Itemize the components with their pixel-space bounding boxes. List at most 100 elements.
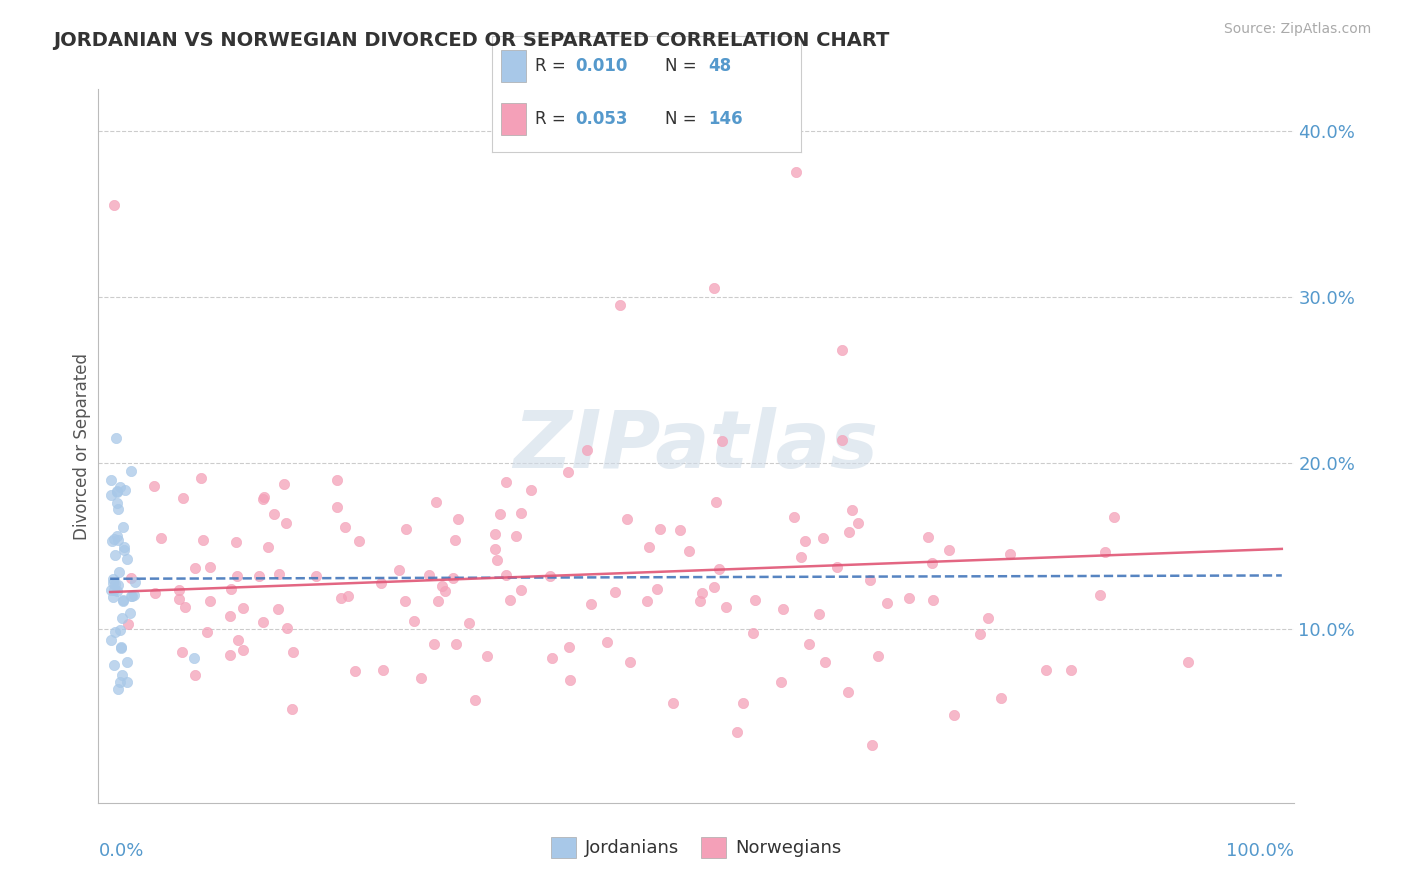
Point <box>111 668 134 682</box>
Point <box>423 637 446 651</box>
Point <box>785 165 807 179</box>
Point <box>714 600 737 615</box>
Point <box>495 475 517 489</box>
Point <box>112 520 135 534</box>
Point <box>477 649 499 664</box>
Point <box>1088 588 1111 602</box>
Point <box>183 651 205 665</box>
Point <box>326 473 349 487</box>
Point <box>252 615 274 630</box>
Point <box>921 592 943 607</box>
Point <box>200 594 222 608</box>
Point <box>1102 509 1125 524</box>
Point <box>447 512 470 526</box>
Point <box>120 571 142 585</box>
Point <box>105 484 128 499</box>
Point <box>661 696 683 710</box>
Point <box>226 632 249 647</box>
Point <box>495 568 517 582</box>
Point <box>898 591 921 606</box>
Point <box>100 632 122 647</box>
Point <box>103 658 125 673</box>
Point <box>343 664 366 678</box>
Point <box>1035 663 1057 677</box>
Point <box>103 533 125 547</box>
Point <box>115 675 138 690</box>
Point <box>489 507 512 521</box>
Point <box>120 589 142 603</box>
Text: 48: 48 <box>709 57 731 75</box>
Point <box>538 569 561 583</box>
Point <box>103 576 125 591</box>
Point <box>430 579 453 593</box>
Point <box>105 584 128 599</box>
Point <box>105 496 128 510</box>
Point <box>510 582 533 597</box>
Point <box>326 500 349 515</box>
Point <box>636 594 658 608</box>
Text: R =: R = <box>536 111 571 128</box>
Point <box>247 568 270 582</box>
Text: 0.0%: 0.0% <box>98 842 143 860</box>
Point <box>558 673 581 687</box>
Point <box>252 491 274 506</box>
Point <box>388 564 411 578</box>
Point <box>276 621 298 635</box>
Text: N =: N = <box>665 111 702 128</box>
Point <box>120 464 142 478</box>
Point <box>418 568 440 582</box>
Point <box>725 724 748 739</box>
Point <box>619 656 641 670</box>
Point <box>770 674 793 689</box>
Point <box>797 637 820 651</box>
Point <box>510 506 533 520</box>
Point <box>813 531 835 545</box>
Point <box>668 523 690 537</box>
Point <box>219 582 242 596</box>
Point <box>107 533 129 547</box>
Point <box>707 562 730 576</box>
Point <box>744 592 766 607</box>
Point <box>616 512 638 526</box>
Point <box>281 702 304 716</box>
Point <box>190 471 212 485</box>
Point <box>225 535 247 549</box>
Point <box>425 494 447 508</box>
Point <box>108 566 131 580</box>
Text: JORDANIAN VS NORWEGIAN DIVORCED OR SEPARATED CORRELATION CHART: JORDANIAN VS NORWEGIAN DIVORCED OR SEPAR… <box>53 31 890 50</box>
Point <box>678 544 700 558</box>
Point <box>167 592 190 607</box>
Point <box>557 465 579 479</box>
Point <box>409 671 432 685</box>
Point <box>703 281 725 295</box>
Point <box>101 590 124 604</box>
Point <box>111 611 134 625</box>
Point <box>689 593 711 607</box>
Text: ZIPatlas: ZIPatlas <box>513 407 879 485</box>
Point <box>100 488 122 502</box>
Point <box>107 577 129 591</box>
Point <box>105 431 128 445</box>
Legend: Jordanians, Norwegians: Jordanians, Norwegians <box>543 830 849 865</box>
Point <box>605 585 627 599</box>
Point <box>938 542 960 557</box>
Point <box>969 627 991 641</box>
Point <box>394 594 416 608</box>
Point <box>112 594 135 608</box>
Point <box>457 616 479 631</box>
Point <box>256 541 278 555</box>
Point <box>519 483 541 498</box>
Point <box>990 691 1012 706</box>
Point <box>860 738 883 752</box>
Point <box>859 573 882 587</box>
Point <box>876 596 898 610</box>
Point <box>434 583 457 598</box>
Point <box>330 591 353 605</box>
Point <box>790 549 813 564</box>
Point <box>115 655 138 669</box>
Point <box>690 586 713 600</box>
Point <box>267 602 290 616</box>
Point <box>108 674 131 689</box>
Point <box>122 588 145 602</box>
Text: 146: 146 <box>709 111 744 128</box>
